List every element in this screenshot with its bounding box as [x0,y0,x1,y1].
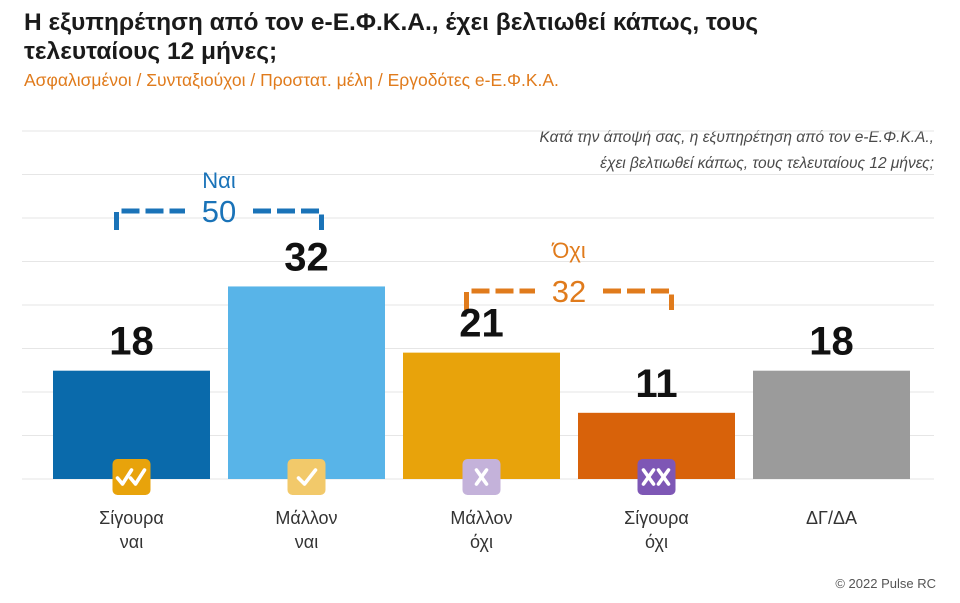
value-label: 11 [635,362,677,406]
value-label: 32 [284,235,329,279]
cross-stroke [641,468,656,486]
category-label: Σίγουρα [99,508,164,528]
check-mark [296,468,318,486]
category-label: όχι [470,532,493,552]
group-bracket: Όχι 32 [464,238,674,310]
bar [403,352,560,479]
chart-subtitle: Ασφαλισμένοι / Συνταξιούχοι / Προστατ. μ… [24,70,559,90]
icon-box [637,459,676,495]
category-label: ναι [120,532,143,552]
question-note: Κατά την άποψή σας, η εξυπηρέτηση από το… [414,125,934,177]
icon-box [287,459,326,495]
group-label: Όχι [551,238,586,263]
group-value: 50 [202,194,236,229]
bar [753,370,910,479]
value-label: 21 [459,302,504,346]
copyright: © 2022 Pulse RC [835,576,936,591]
check-mark [115,468,134,486]
check-icon [287,459,326,495]
double-cross-icon [637,459,676,495]
category-label: ΔΓ/ΔΑ [806,508,857,528]
question-note-line: Κατά την άποψή σας, η εξυπηρέτηση από το… [539,129,934,146]
group-label: Ναι [202,168,236,193]
cross-stroke [474,468,489,486]
value-label: 18 [809,320,854,364]
category-label: ναι [295,532,318,552]
bars: 18 Σίγουρα ναι 32 Μάλλον ναι 21 Μάλλον όχι 11 Σίγο… [53,235,910,552]
cross-stroke [656,468,671,486]
double-check-icon [112,459,151,495]
bracket-line [114,208,185,230]
value-label: 18 [109,320,154,364]
category-label: Μάλλον [275,508,337,528]
category-label: Σίγουρα [624,508,689,528]
bracket-line [253,208,324,230]
category-label: Μάλλον [450,508,512,528]
question-note-line: έχει βελτιωθεί κάπως, τους τελευταίους 1… [600,155,934,172]
bracket-line [464,288,535,310]
category-label: όχι [645,532,668,552]
cross-icon [462,459,501,495]
chart-title: Η εξυπηρέτηση από τον e-Ε.Φ.Κ.Α., έχει β… [24,9,759,65]
group-value: 32 [552,274,586,309]
bar [228,286,385,479]
check-mark [128,468,147,486]
bracket-line [603,288,674,310]
